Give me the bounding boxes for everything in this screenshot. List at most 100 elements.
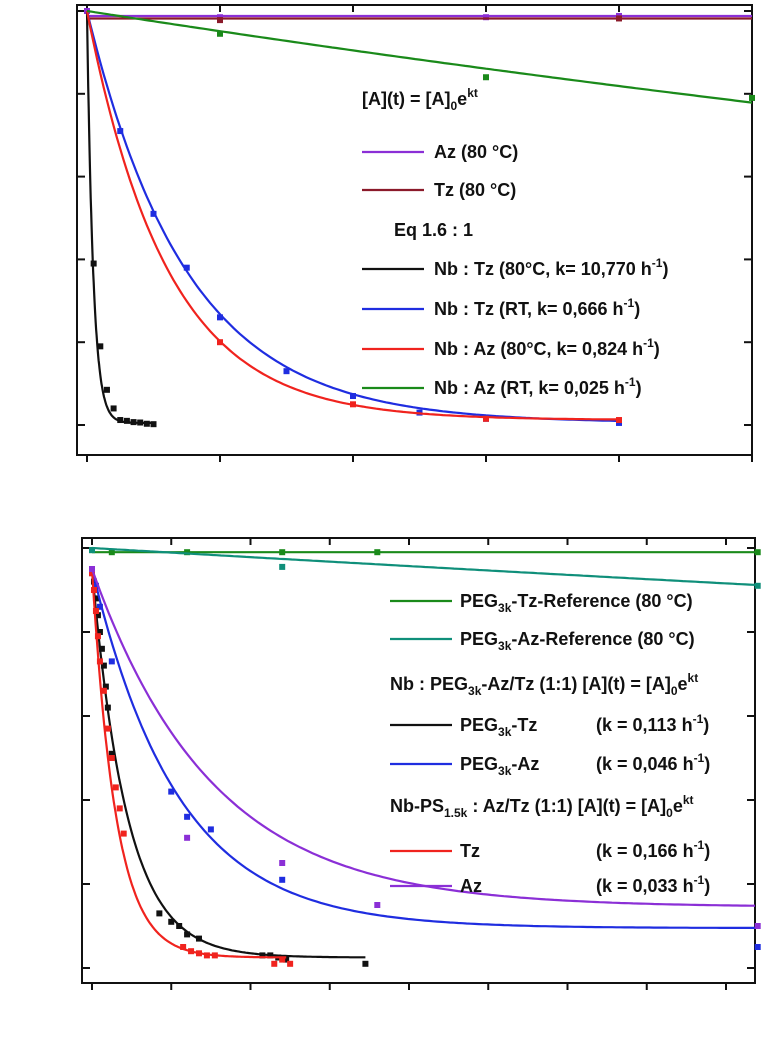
legend-text-part: -Tz-Reference (80 °C) (511, 591, 692, 611)
legend-text-part: ) (654, 339, 660, 359)
legend-text-part: ) (634, 299, 640, 319)
legend-text-part: (k = 0,046 h (596, 754, 694, 774)
data-point (94, 612, 101, 619)
legend-entry: PEG3k-Az-Reference (80 °C) (460, 629, 695, 653)
data-point (94, 633, 101, 640)
legend-entry: Tz (460, 841, 480, 861)
legend-text-part: Tz (460, 841, 480, 861)
legend-k-value: (k = 0,046 h-1) (596, 751, 710, 774)
panel-b-chart: PEG3k-Tz-Reference (80 °C)PEG3k-Az-Refer… (81, 537, 761, 990)
legend-text-part: Nb : Az (80°C, k= 0,824 h (434, 339, 643, 359)
data-point (97, 343, 104, 350)
fit-curve-2 (90, 568, 366, 959)
data-point (350, 393, 356, 400)
legend-text-part: 0 (450, 99, 457, 113)
legend-text-part: : Az/Tz (1:1) [A](t) = [A] (467, 796, 666, 816)
legend-text-part: Az (80 °C) (434, 142, 518, 162)
data-point (180, 944, 187, 950)
legend-text-part: ) (704, 754, 710, 774)
legend-entry: Nb : Az (RT, k= 0,025 h-1) (434, 375, 642, 398)
data-point (184, 834, 191, 841)
data-point (100, 662, 107, 669)
legend-text-part: -Az (511, 754, 539, 774)
data-point (616, 15, 622, 22)
data-point (120, 830, 127, 837)
data-point (156, 910, 163, 917)
data-point (754, 923, 761, 929)
data-point (195, 935, 202, 942)
legend-entry: PEG3k-Tz-Reference (80 °C) (460, 591, 693, 615)
data-point (150, 210, 157, 217)
legend-text-part: -1 (624, 296, 635, 310)
data-point (89, 570, 95, 577)
legend-text-part: ) (636, 378, 642, 398)
data-point (123, 417, 130, 424)
legend-k-value: (k = 0,033 h-1) (596, 873, 710, 896)
data-point (279, 549, 286, 556)
fit-curve-4 (90, 568, 287, 959)
data-point (104, 704, 111, 711)
data-point (108, 755, 115, 761)
data-point (259, 952, 266, 959)
legend-text-part: -1 (694, 873, 705, 887)
fit-curve-3 (85, 10, 619, 422)
data-point (90, 260, 97, 267)
legend-text-part: Nb : PEG (390, 674, 468, 694)
data-point (754, 549, 761, 556)
legend-text-part: -1 (652, 256, 663, 270)
legend-text-part: e (678, 674, 688, 694)
data-point (374, 549, 381, 556)
data-point (287, 960, 294, 967)
data-point (374, 902, 381, 908)
data-point (89, 566, 95, 572)
legend-text-part: ) (704, 841, 710, 861)
data-point (108, 658, 115, 665)
legend-text-part: -1 (693, 712, 704, 726)
legend-text-part: PEG (460, 629, 498, 649)
legend-entry: Nb : Az (80°C, k= 0,824 h-1) (434, 336, 660, 359)
legend-text-part: -Az-Reference (80 °C) (511, 629, 694, 649)
data-point (92, 608, 99, 614)
data-point (283, 368, 290, 375)
legend-text-part: -1 (694, 838, 705, 852)
data-point (92, 582, 99, 589)
data-point (283, 956, 290, 963)
data-point (279, 860, 286, 866)
legend-text-part: ) (704, 876, 710, 896)
legend-text-part: [A](t) = [A] (362, 89, 450, 109)
legend-k-value: (k = 0,166 h-1) (596, 838, 710, 861)
legend-text-part: Nb-PS (390, 796, 444, 816)
data-point (117, 128, 124, 135)
data-point (616, 417, 622, 424)
data-point (211, 952, 218, 959)
legend-text-part: Eq 1.6 : 1 (394, 220, 473, 240)
data-point (104, 725, 111, 732)
legend-text-part: Az (460, 876, 482, 896)
legend-text-part: 3k (498, 725, 512, 739)
data-point (108, 549, 115, 556)
legend-text-part: Tz (80 °C) (434, 180, 516, 200)
data-point (117, 417, 124, 424)
legend-text-part: Nb : Az (RT, k= 0,025 h (434, 378, 625, 398)
legend-text-part: 3k (468, 684, 482, 698)
fit-curve-3 (90, 568, 755, 929)
data-point (143, 420, 150, 427)
legend-text-part: -1 (694, 751, 705, 765)
data-point (279, 563, 286, 570)
data-point (98, 645, 105, 652)
legend-text-part: ) (662, 259, 668, 279)
plot-frame (76, 4, 753, 456)
legend-entry: Nb : Tz (RT, k= 0,666 h-1) (434, 296, 640, 319)
legend-entry: Nb-PS1.5k : Az/Tz (1:1) [A](t) = [A]0ekt (390, 793, 694, 820)
panel-a-chart: [A](t) = [A]0ekt Az (80 °C) Tz (80 °C) Eq 1… (76, 4, 755, 462)
data-point (112, 784, 119, 791)
data-point (184, 931, 191, 938)
legend-entry: Az (460, 876, 482, 896)
data-point (184, 813, 191, 820)
data-point (168, 788, 175, 795)
legend-entry: [A](t) = [A]0ekt (362, 86, 478, 113)
data-point (108, 750, 115, 757)
legend-entry: Az (80 °C) (434, 142, 518, 162)
legend-text-part: PEG (460, 754, 498, 774)
